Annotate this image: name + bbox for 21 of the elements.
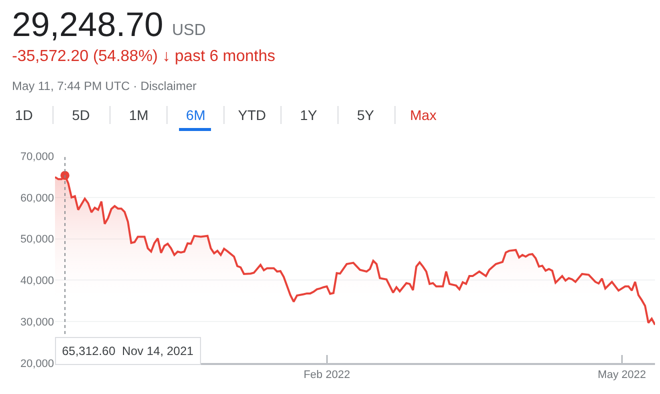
text: 5D [72,107,90,123]
text: USD [172,22,206,39]
y-tick-label: 60,000 [20,192,54,204]
text: Max [410,107,436,123]
text: 5Y [357,107,375,123]
y-tick-label: 20,000 [20,358,54,370]
text: 1M [129,107,148,123]
y-tick-label: 50,000 [20,234,54,246]
text: 1Y [300,107,318,123]
chart-title: 29,248.70 [12,6,164,44]
y-tick-label: 30,000 [20,316,54,328]
y-tick-label: 70,000 [20,150,54,163]
text: 1D [15,107,33,123]
text: YTD [238,107,266,123]
text: 6M [186,107,206,123]
text: May 11, 7:44 PM UTC · Disclaimer [12,79,196,93]
annotation: 65,312.60 Nov 14, 2021 [62,344,194,358]
chart-subtitle: -35,572.20 (54.88%) ↓ past 6 months [12,48,276,65]
y-tick-label: 40,000 [20,275,54,288]
x-tick-label: Feb 2022 [304,369,350,382]
x-tick-label: May 2022 [598,369,646,382]
